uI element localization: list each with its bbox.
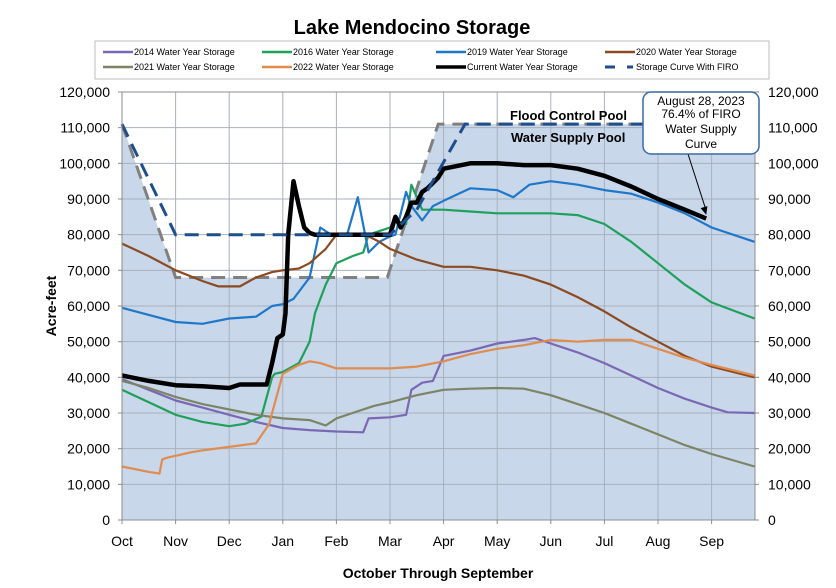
legend-item: 2020 Water Year Storage bbox=[605, 47, 737, 57]
x-tick-label: Mar bbox=[378, 533, 402, 549]
legend-item: Current Water Year Storage bbox=[436, 62, 578, 72]
y-axis-title: Acre-feet bbox=[43, 275, 59, 336]
y-tick-label-right: 110,000 bbox=[768, 120, 818, 136]
legend-item: 2022 Water Year Storage bbox=[262, 62, 394, 72]
y-tick-label-right: 0 bbox=[768, 512, 776, 528]
y-tick-label-right: 90,000 bbox=[768, 191, 811, 207]
y-tick-label-right: 80,000 bbox=[768, 227, 811, 243]
water-supply-pool-label: Water Supply Pool bbox=[511, 130, 625, 145]
legend-item: 2021 Water Year Storage bbox=[103, 62, 235, 72]
y-tick-label-right: 30,000 bbox=[768, 405, 811, 421]
y-tick-label-right: 100,000 bbox=[768, 155, 819, 171]
flood-control-pool-label: Flood Control Pool bbox=[510, 108, 627, 123]
annotation-line-4: Curve bbox=[685, 137, 717, 151]
y-tick-label-left: 110,000 bbox=[60, 120, 110, 136]
y-tick-label-left: 0 bbox=[102, 512, 110, 528]
chart-title: Lake Mendocino Storage bbox=[294, 17, 531, 39]
annotation-box bbox=[642, 91, 760, 155]
y-tick-label-left: 50,000 bbox=[67, 334, 110, 350]
legend-label: 2020 Water Year Storage bbox=[636, 47, 737, 57]
y-tick-label-left: 60,000 bbox=[67, 298, 110, 314]
x-tick-label: Dec bbox=[217, 533, 242, 549]
y-tick-label-right: 60,000 bbox=[768, 298, 811, 314]
annotation-line-2: 76.4% of FIRO bbox=[661, 107, 740, 121]
legend-label: 2016 Water Year Storage bbox=[293, 47, 394, 57]
x-tick-label: Jul bbox=[595, 533, 613, 549]
y-tick-label-right: 50,000 bbox=[768, 334, 811, 350]
x-tick-label: Sep bbox=[699, 533, 724, 549]
legend-item: 2016 Water Year Storage bbox=[262, 47, 394, 57]
gridlines bbox=[122, 91, 755, 520]
legend: 2014 Water Year Storage 2016 Water Year S… bbox=[94, 40, 770, 80]
y-tick-label-left: 100,000 bbox=[59, 155, 110, 171]
firo-storage-curve bbox=[120, 122, 755, 237]
legend-label: Storage Curve With FIRO bbox=[636, 62, 739, 72]
y-tick-label-left: 120,000 bbox=[59, 84, 110, 100]
plot-area bbox=[120, 91, 756, 521]
y-tick-label-left: 80,000 bbox=[67, 227, 110, 243]
y-axis-left: 0 10,000 20,000 30,000 40,000 50,000 60,000 70,… bbox=[59, 84, 122, 528]
legend-label: 2022 Water Year Storage bbox=[293, 62, 394, 72]
x-tick-label: Apr bbox=[433, 533, 455, 549]
series-line-4 bbox=[121, 379, 755, 468]
y-tick-label-right: 40,000 bbox=[768, 369, 811, 385]
y-tick-label-left: 20,000 bbox=[67, 441, 110, 457]
x-tick-label: Nov bbox=[163, 533, 188, 549]
series-line-5 bbox=[121, 338, 755, 475]
x-tick-label: Aug bbox=[646, 533, 671, 549]
y-tick-label-right: 10,000 bbox=[768, 476, 811, 492]
water-supply-pool-fill bbox=[122, 124, 755, 520]
x-tick-label: May bbox=[484, 533, 510, 549]
series-line-2 bbox=[121, 180, 755, 325]
annotation-arrowhead bbox=[700, 206, 708, 215]
legend-label: 2014 Water Year Storage bbox=[134, 47, 235, 57]
y-tick-label-left: 30,000 bbox=[67, 405, 110, 421]
y-tick-label-right: 120,000 bbox=[768, 84, 819, 100]
legend-label: Current Water Year Storage bbox=[467, 62, 578, 72]
y-tick-label-left: 10,000 bbox=[67, 476, 110, 492]
x-tick-label: Feb bbox=[324, 533, 348, 549]
y-tick-label-left: 70,000 bbox=[67, 262, 110, 278]
y-tick-label-left: 40,000 bbox=[67, 369, 110, 385]
annotation-callout: August 28, 2023 76.4% of FIRO Water Supp… bbox=[642, 91, 760, 215]
annotation-line-1: August 28, 2023 bbox=[657, 94, 745, 108]
y-tick-label-right: 20,000 bbox=[768, 441, 811, 457]
y-axis-right: 0 10,000 20,000 30,000 40,000 50,000 60,000 70,… bbox=[755, 84, 819, 528]
y-tick-label-left: 90,000 bbox=[67, 191, 110, 207]
x-tick-label: Jun bbox=[540, 533, 563, 549]
x-axis-title: October Through September bbox=[343, 565, 534, 581]
legend-item: 2019 Water Year Storage bbox=[436, 47, 568, 57]
legend-label: 2021 Water Year Storage bbox=[134, 62, 235, 72]
x-tick-label: Jan bbox=[272, 533, 295, 549]
legend-label: 2019 Water Year Storage bbox=[467, 47, 568, 57]
annotation-line-3: Water Supply bbox=[665, 122, 737, 136]
x-tick-label: Oct bbox=[111, 533, 133, 549]
y-tick-label-right: 70,000 bbox=[768, 262, 811, 278]
annotation-arrow bbox=[687, 153, 707, 211]
x-axis: Oct Nov Dec Jan Feb Mar Apr May Jun Jul Aug Sep bbox=[111, 520, 724, 549]
legend-box bbox=[94, 40, 770, 80]
legend-item: Storage Curve With FIRO bbox=[605, 62, 739, 72]
legend-item: 2014 Water Year Storage bbox=[103, 47, 235, 57]
